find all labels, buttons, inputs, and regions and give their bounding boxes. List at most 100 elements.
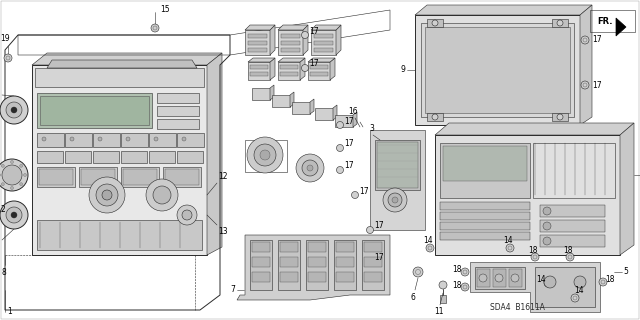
Bar <box>252 242 270 252</box>
Circle shape <box>182 137 186 141</box>
Circle shape <box>11 107 17 113</box>
Bar <box>281 48 300 52</box>
Polygon shape <box>308 58 335 62</box>
Bar <box>65 151 91 163</box>
Bar <box>177 151 203 163</box>
Circle shape <box>151 24 159 32</box>
Polygon shape <box>311 25 341 30</box>
Bar <box>493 269 506 287</box>
Bar <box>252 272 270 282</box>
Text: 16: 16 <box>348 107 358 116</box>
Bar <box>308 257 326 267</box>
Text: 2: 2 <box>0 205 5 214</box>
Circle shape <box>247 137 283 173</box>
Text: 6: 6 <box>411 293 415 302</box>
Bar <box>310 72 328 76</box>
Text: 5: 5 <box>623 268 628 276</box>
Bar <box>552 19 568 27</box>
Polygon shape <box>270 85 274 100</box>
Bar <box>245 140 287 172</box>
Circle shape <box>599 278 607 286</box>
Bar <box>121 167 159 187</box>
Text: 11: 11 <box>435 307 444 316</box>
Text: 18: 18 <box>605 276 614 284</box>
Text: 17: 17 <box>592 81 602 90</box>
Polygon shape <box>278 30 303 55</box>
Polygon shape <box>580 5 592 125</box>
Bar <box>121 133 148 147</box>
Bar <box>93 151 119 163</box>
Polygon shape <box>248 62 270 80</box>
Polygon shape <box>272 95 290 107</box>
Polygon shape <box>252 88 270 100</box>
Bar <box>278 240 300 290</box>
Bar <box>334 240 356 290</box>
Circle shape <box>89 177 125 213</box>
Bar <box>336 242 354 252</box>
Text: 13: 13 <box>218 227 228 236</box>
Polygon shape <box>353 112 357 127</box>
Text: 18: 18 <box>528 246 538 255</box>
Bar <box>443 146 527 181</box>
Circle shape <box>337 166 344 173</box>
Circle shape <box>2 165 22 185</box>
Polygon shape <box>270 25 275 55</box>
Bar <box>280 272 298 282</box>
Bar <box>535 267 595 307</box>
Bar <box>250 240 272 290</box>
Polygon shape <box>278 58 305 62</box>
Text: 17: 17 <box>374 221 383 230</box>
Text: 8: 8 <box>2 268 6 277</box>
Circle shape <box>6 207 22 223</box>
Bar <box>149 133 176 147</box>
Circle shape <box>413 267 423 277</box>
Bar <box>375 140 420 190</box>
Polygon shape <box>315 108 333 120</box>
Circle shape <box>388 193 402 207</box>
Bar <box>250 65 268 69</box>
Bar <box>37 151 63 163</box>
Bar <box>364 257 382 267</box>
Circle shape <box>581 81 589 89</box>
Bar <box>427 113 443 121</box>
Circle shape <box>146 179 178 211</box>
Bar <box>37 93 152 128</box>
Text: 9: 9 <box>400 66 405 75</box>
Circle shape <box>495 274 503 282</box>
Circle shape <box>581 36 589 44</box>
Circle shape <box>367 227 374 234</box>
Circle shape <box>571 294 579 302</box>
Bar <box>314 48 333 52</box>
Polygon shape <box>245 30 270 55</box>
Circle shape <box>177 205 197 225</box>
Circle shape <box>461 268 469 276</box>
Circle shape <box>479 274 487 282</box>
Polygon shape <box>616 18 626 36</box>
Circle shape <box>307 165 313 171</box>
Bar <box>248 34 267 38</box>
Bar <box>306 240 328 290</box>
Polygon shape <box>335 115 353 127</box>
Circle shape <box>0 96 28 124</box>
Circle shape <box>543 207 551 215</box>
Polygon shape <box>435 123 634 135</box>
Circle shape <box>1 183 4 186</box>
Text: 14: 14 <box>423 236 433 245</box>
Bar <box>540 220 605 232</box>
Circle shape <box>439 281 447 289</box>
Bar <box>310 65 328 69</box>
Text: 14: 14 <box>574 286 584 295</box>
Bar <box>252 257 270 267</box>
Bar <box>280 72 298 76</box>
Polygon shape <box>245 25 275 30</box>
Bar <box>440 222 530 230</box>
Bar <box>177 133 204 147</box>
Text: 18: 18 <box>452 266 462 275</box>
Polygon shape <box>270 58 275 80</box>
Bar <box>308 272 326 282</box>
Circle shape <box>260 150 270 160</box>
Text: 18: 18 <box>452 281 462 290</box>
Text: 1: 1 <box>7 308 12 316</box>
Circle shape <box>337 145 344 151</box>
Text: 14: 14 <box>503 236 513 245</box>
